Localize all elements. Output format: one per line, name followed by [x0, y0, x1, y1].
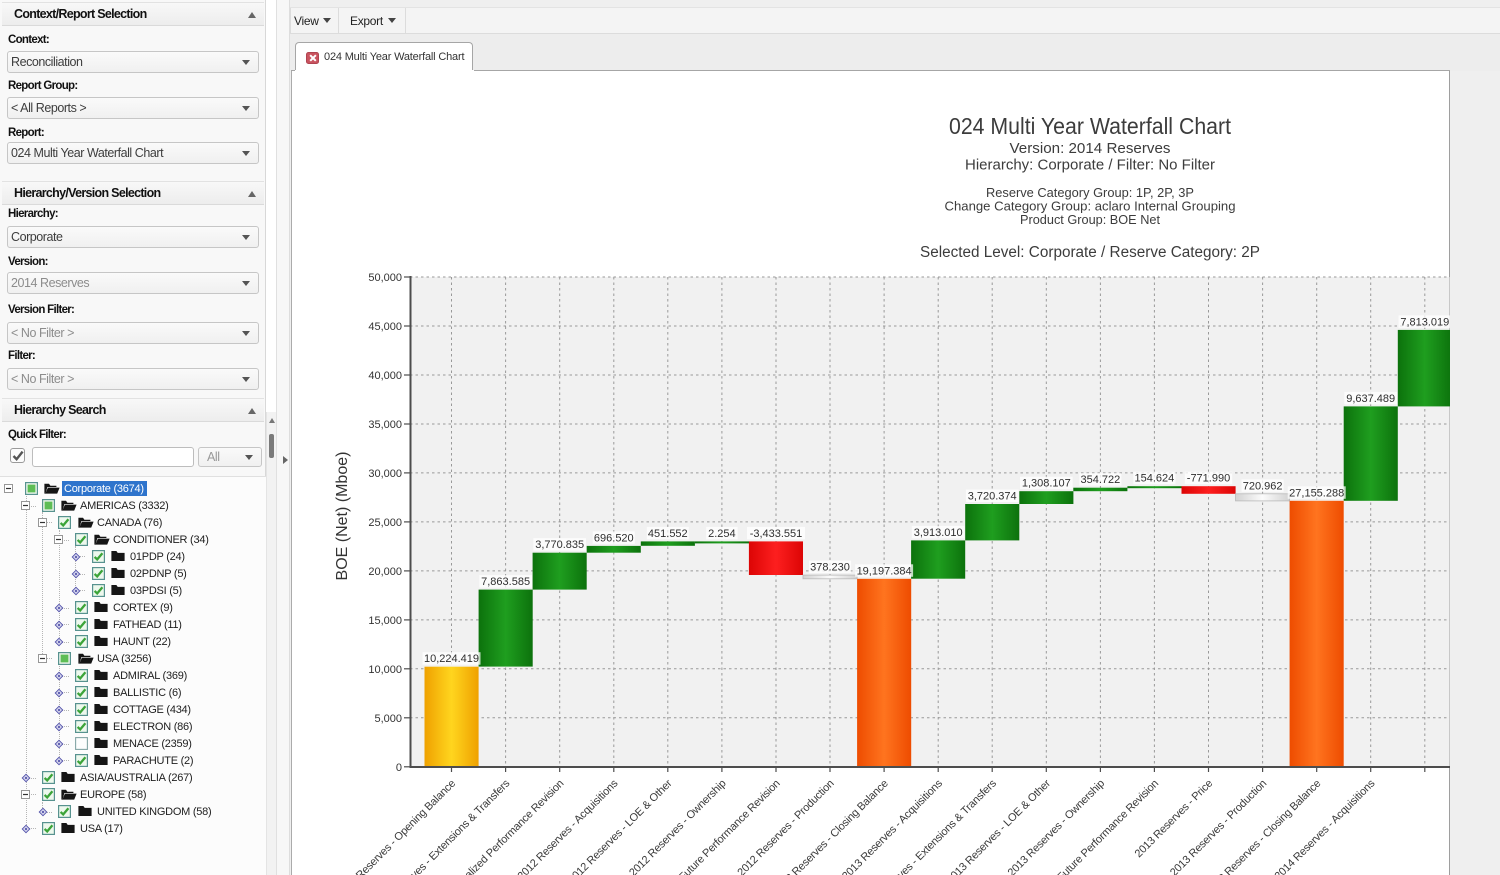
svg-text:-3,433.551: -3,433.551 — [750, 528, 803, 540]
svg-text:10,000: 10,000 — [368, 664, 402, 676]
svg-text:50,000: 50,000 — [368, 272, 402, 284]
svg-text:451.552: 451.552 — [648, 528, 688, 540]
svg-text:BOE (Net) (Mboe): BOE (Net) (Mboe) — [334, 452, 351, 581]
svg-text:2013 Reserves - Ownership: 2013 Reserves - Ownership — [1006, 778, 1107, 875]
svg-text:Version: 2014 Reserves: Version: 2014 Reserves — [1010, 140, 1171, 157]
svg-text:19,197.384: 19,197.384 — [857, 565, 912, 577]
svg-text:3,770.835: 3,770.835 — [535, 539, 584, 551]
svg-text:Reserve Category Group: 1P, 2P: Reserve Category Group: 1P, 2P, 3P — [986, 185, 1194, 200]
svg-text:Change Category Group: aclaro: Change Category Group: aclaro Internal G… — [945, 199, 1236, 214]
svg-text:2012 Reserves - LOE & Other: 2012 Reserves - LOE & Other — [566, 777, 675, 875]
svg-text:Selected Level: Corporate / Re: Selected Level: Corporate / Reserve Cate… — [920, 244, 1260, 261]
svg-text:35,000: 35,000 — [368, 419, 402, 431]
svg-text:2013 Reserves - Production: 2013 Reserves - Production — [1168, 778, 1269, 875]
svg-text:10,224.419: 10,224.419 — [424, 653, 479, 665]
svg-text:-771.990: -771.990 — [1187, 473, 1230, 485]
svg-text:2013 Reserves - Acquisitions: 2013 Reserves - Acquisitions — [840, 777, 945, 875]
svg-text:2012 Reserves - Production: 2012 Reserves - Production — [735, 778, 836, 875]
svg-text:696.520: 696.520 — [594, 532, 634, 544]
svg-text:2012 Reserves - Opening Balanc: 2012 Reserves - Opening Balance — [335, 778, 458, 875]
svg-text:2013 Reserves - LOE & Other: 2013 Reserves - LOE & Other — [944, 777, 1053, 875]
svg-text:378.230: 378.230 — [810, 562, 850, 574]
svg-text:2014 Reserves - Acquisitions: 2014 Reserves - Acquisitions — [1272, 777, 1377, 875]
svg-text:9,637.489: 9,637.489 — [1346, 393, 1395, 405]
svg-text:2012 Reserves - Acquisitions: 2012 Reserves - Acquisitions — [515, 777, 620, 875]
svg-text:354.722: 354.722 — [1081, 474, 1121, 486]
svg-text:2012 Reserves - Ownership: 2012 Reserves - Ownership — [627, 778, 728, 875]
svg-text:7,813.019: 7,813.019 — [1400, 316, 1449, 328]
svg-text:720.962: 720.962 — [1243, 480, 1283, 492]
svg-text:30,000: 30,000 — [368, 468, 402, 480]
svg-text:20,000: 20,000 — [368, 566, 402, 578]
svg-text:Hierarchy: Corporate / Filter:: Hierarchy: Corporate / Filter: No Filter — [965, 157, 1215, 174]
svg-text:7,863.585: 7,863.585 — [481, 576, 530, 588]
svg-text:024 Multi Year Waterfall Chart: 024 Multi Year Waterfall Chart — [949, 113, 1232, 139]
svg-text:45,000: 45,000 — [368, 321, 402, 333]
svg-text:40,000: 40,000 — [368, 370, 402, 382]
svg-text:25,000: 25,000 — [368, 517, 402, 529]
svg-text:2.254: 2.254 — [708, 528, 736, 540]
svg-text:3,720.374: 3,720.374 — [968, 491, 1017, 503]
svg-text:15,000: 15,000 — [368, 615, 402, 627]
svg-text:27,155.288: 27,155.288 — [1289, 487, 1344, 499]
svg-text:5,000: 5,000 — [374, 713, 402, 725]
svg-text:154.624: 154.624 — [1135, 473, 1175, 485]
svg-text:1,308.107: 1,308.107 — [1022, 478, 1071, 490]
svg-text:0: 0 — [396, 762, 402, 774]
svg-text:3,913.010: 3,913.010 — [914, 527, 963, 539]
svg-text:Product Group: BOE Net: Product Group: BOE Net — [1020, 212, 1160, 227]
